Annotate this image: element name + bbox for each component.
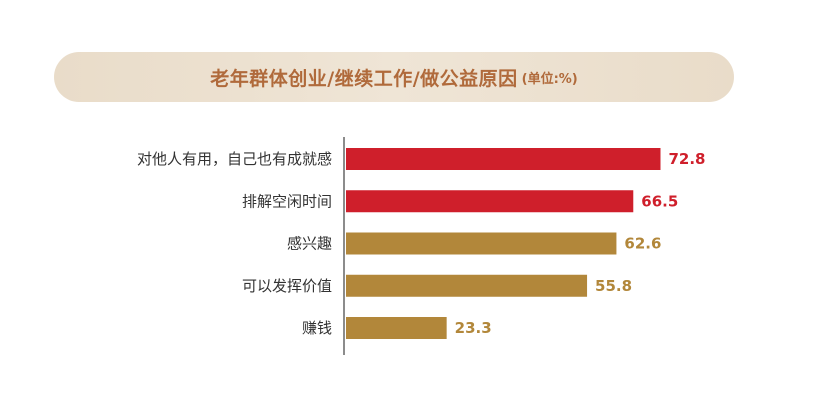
bar (346, 274, 588, 297)
chart-title: 老年群体创业/继续工作/做公益原因 (210, 67, 518, 90)
category-label: 可以发挥价值 (242, 277, 332, 295)
title-banner: 老年群体创业/继续工作/做公益原因 (单位:%) (54, 52, 734, 102)
bar (346, 190, 634, 213)
value-label: 62.6 (624, 235, 661, 253)
category-label: 感兴趣 (287, 235, 332, 253)
category-label: 排解空闲时间 (242, 192, 332, 210)
bar (346, 232, 617, 255)
category-label: 对他人有用，自己也有成就感 (137, 150, 332, 168)
bar (346, 317, 447, 339)
value-label: 66.5 (641, 192, 678, 210)
chart-unit: (单位:%) (521, 71, 578, 87)
value-label: 23.3 (455, 319, 492, 337)
category-label: 赚钱 (302, 319, 332, 337)
value-label: 72.8 (668, 150, 705, 168)
bar (346, 148, 661, 170)
value-label: 55.8 (595, 277, 632, 295)
